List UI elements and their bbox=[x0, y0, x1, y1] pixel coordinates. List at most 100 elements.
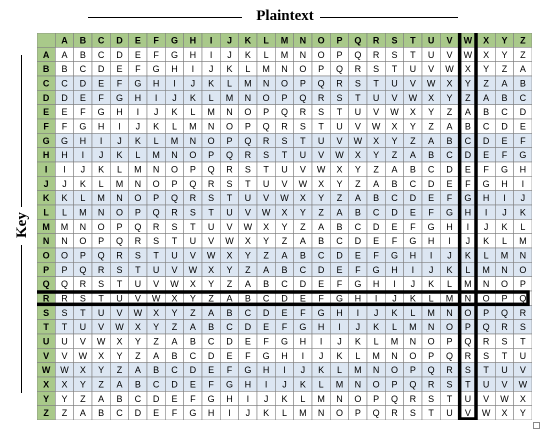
cipher-letter: N bbox=[61, 236, 68, 246]
cipher-letter: P bbox=[116, 222, 122, 232]
cipher-letter: E bbox=[263, 322, 269, 332]
plaintext-title-line-left bbox=[88, 17, 242, 18]
cipher-letter: B bbox=[135, 379, 141, 389]
cipher-letter: D bbox=[171, 379, 178, 389]
cipher-letter: J bbox=[62, 179, 67, 189]
cipher-letter: A bbox=[391, 164, 397, 174]
cipher-letter: X bbox=[171, 293, 177, 303]
cipher-letter: T bbox=[300, 136, 306, 146]
cipher-letter: E bbox=[61, 107, 67, 117]
cipher-letter: X bbox=[135, 322, 141, 332]
plaintext-header-letter: C bbox=[98, 35, 105, 45]
cipher-letter: Z bbox=[62, 408, 68, 418]
plaintext-title: Plaintext bbox=[256, 8, 314, 24]
cipher-letter: M bbox=[134, 164, 142, 174]
cipher-letter: W bbox=[225, 236, 234, 246]
cipher-letter: T bbox=[373, 78, 379, 88]
cipher-letter: V bbox=[355, 121, 361, 131]
cipher-letter: Y bbox=[373, 150, 379, 160]
cipher-letter: J bbox=[99, 150, 104, 160]
cipher-letter: K bbox=[153, 121, 159, 131]
cipher-letter: E bbox=[391, 222, 397, 232]
cipher-letter: S bbox=[355, 78, 361, 88]
cipher-letter: O bbox=[391, 365, 398, 375]
cipher-letter: C bbox=[373, 207, 380, 217]
cipher-letter: A bbox=[190, 322, 196, 332]
cipher-letter: C bbox=[465, 136, 472, 146]
cipher-letter: T bbox=[62, 322, 68, 332]
cipher-letter: E bbox=[300, 293, 306, 303]
cipher-letter: Z bbox=[245, 265, 251, 275]
cipher-letter: C bbox=[98, 50, 105, 60]
cipher-letter: I bbox=[173, 78, 176, 88]
cipher-letter: L bbox=[172, 121, 177, 131]
cipher-letter: W bbox=[134, 308, 143, 318]
cipher-letter: B bbox=[428, 150, 434, 160]
cipher-letter: F bbox=[117, 78, 123, 88]
cipher-letter: W bbox=[335, 150, 344, 160]
cipher-letter: R bbox=[190, 193, 197, 203]
cipher-letter: S bbox=[410, 408, 416, 418]
cipher-letter: B bbox=[80, 50, 86, 60]
cipher-letter: J bbox=[264, 394, 269, 404]
cipher-letter: Z bbox=[98, 379, 104, 389]
cipher-letter: O bbox=[244, 107, 251, 117]
cipher-letter: S bbox=[446, 379, 452, 389]
cipher-letter: P bbox=[410, 365, 416, 375]
cipher-letter: P bbox=[190, 164, 196, 174]
cipher-letter: C bbox=[263, 293, 270, 303]
cipher-letter: G bbox=[354, 279, 361, 289]
cipher-letter: B bbox=[355, 207, 361, 217]
key-row-highlight bbox=[37, 290, 530, 307]
cipher-letter: L bbox=[502, 236, 507, 246]
cipher-letter: V bbox=[263, 193, 269, 203]
cipher-letter: N bbox=[501, 265, 508, 275]
cipher-letter: K bbox=[373, 322, 379, 332]
cipher-letter: N bbox=[465, 293, 472, 303]
cipher-letter: H bbox=[226, 394, 233, 404]
cipher-letter: M bbox=[427, 308, 435, 318]
cipher-letter: C bbox=[355, 222, 362, 232]
cipher-letter: W bbox=[317, 164, 326, 174]
cipher-letter: M bbox=[372, 351, 380, 361]
cipher-letter: Z bbox=[447, 107, 453, 117]
cipher-letter: O bbox=[373, 379, 380, 389]
cipher-letter: D bbox=[153, 394, 160, 404]
cipher-letter: H bbox=[501, 179, 508, 189]
cipher-letter: V bbox=[171, 265, 177, 275]
cipher-letter: U bbox=[61, 336, 68, 346]
cipher-letter: R bbox=[208, 179, 215, 189]
cipher-letter: Y bbox=[190, 293, 196, 303]
cipher-letter: I bbox=[357, 308, 360, 318]
cipher-letter: M bbox=[299, 408, 307, 418]
cipher-letter: N bbox=[135, 179, 142, 189]
cipher-letter: P bbox=[520, 279, 526, 289]
cipher-letter: H bbox=[391, 265, 398, 275]
cipher-letter: Z bbox=[263, 250, 269, 260]
cipher-letter: R bbox=[355, 64, 362, 74]
key-header-letter: Y bbox=[43, 394, 49, 404]
plaintext-header-letter: T bbox=[410, 35, 416, 45]
cipher-letter: G bbox=[61, 136, 68, 146]
cipher-letter: O bbox=[318, 50, 325, 60]
cipher-letter: D bbox=[318, 265, 325, 275]
cipher-letter: V bbox=[446, 50, 452, 60]
cipher-letter: H bbox=[153, 78, 160, 88]
cipher-letter: R bbox=[245, 150, 252, 160]
cipher-letter: T bbox=[337, 107, 343, 117]
cipher-letter: B bbox=[446, 136, 452, 146]
cipher-letter: Y bbox=[208, 279, 214, 289]
plaintext-header-letter: S bbox=[391, 35, 397, 45]
cipher-letter: K bbox=[80, 179, 86, 189]
key-header-letter: P bbox=[43, 265, 49, 275]
cipher-letter: N bbox=[336, 394, 343, 404]
cipher-letter: E bbox=[80, 93, 86, 103]
cipher-letter: W bbox=[482, 408, 491, 418]
cipher-letter: O bbox=[336, 408, 343, 418]
cipher-letter: T bbox=[117, 279, 123, 289]
cipher-letter: E bbox=[373, 236, 379, 246]
key-header-letter: O bbox=[43, 250, 50, 260]
cipher-letter: S bbox=[80, 293, 86, 303]
cipher-letter: D bbox=[300, 279, 307, 289]
cipher-letter: V bbox=[226, 222, 232, 232]
